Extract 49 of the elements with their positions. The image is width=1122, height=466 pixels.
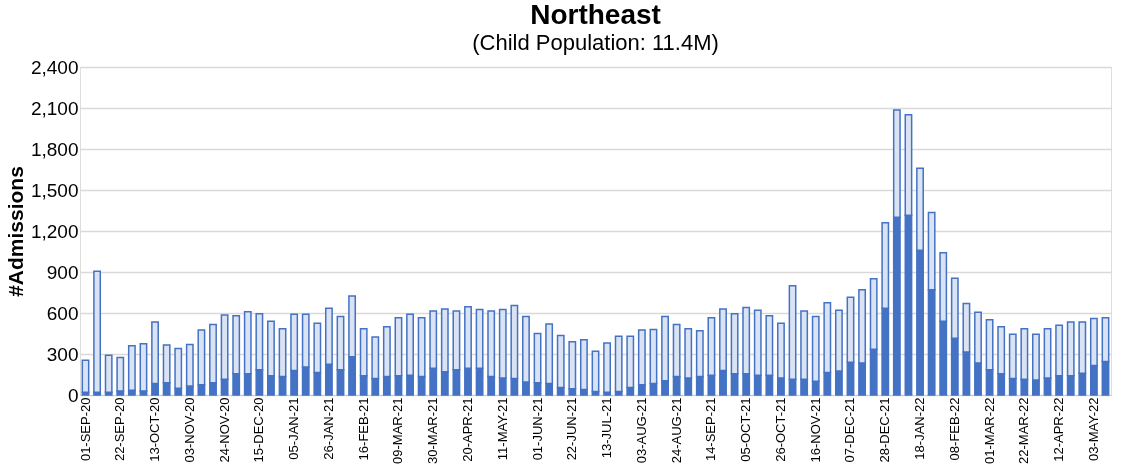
- y-tick-label: 300: [46, 343, 79, 365]
- chart-title: Northeast: [530, 0, 661, 30]
- x-tick-label: 01-JUN-21: [529, 397, 545, 461]
- chart-subtitle: (Child Population: 11.4M): [472, 30, 719, 55]
- y-tick-label: 900: [46, 261, 79, 283]
- x-tick-label: 18-JAN-22: [912, 397, 928, 460]
- x-tick-label: 01-SEP-20: [77, 397, 93, 462]
- bar: [603, 342, 612, 394]
- x-tick-label: 05-OCT-21: [738, 397, 754, 462]
- x-tick-label: 22-MAR-22: [1016, 397, 1032, 464]
- y-axis-title: #Admissions: [3, 166, 27, 297]
- x-tick-label: 07-DEC-21: [842, 397, 858, 463]
- y-tick-label: 600: [46, 302, 79, 324]
- bar: [104, 354, 113, 394]
- x-tick-label: 01-MAR-22: [981, 397, 997, 464]
- bar: [93, 270, 102, 394]
- x-tick-label: 03-NOV-20: [181, 397, 197, 463]
- x-tick-label: 09-MAR-21: [390, 397, 406, 464]
- x-tick-label: 16-NOV-21: [807, 397, 823, 463]
- x-tick-label: 22-SEP-20: [112, 397, 128, 462]
- x-tick-label: 08-FEB-22: [946, 397, 962, 461]
- y-tick-label: 1,800: [30, 138, 79, 160]
- y-tick-label: 2,100: [30, 97, 79, 119]
- x-tick-label: 12-APR-22: [1051, 397, 1067, 462]
- y-tick-label: 1,200: [30, 220, 79, 242]
- x-tick-label: 14-SEP-21: [703, 397, 719, 462]
- x-tick-label: 24-NOV-20: [216, 397, 232, 463]
- x-tick-label: 13-JUL-21: [599, 397, 615, 459]
- x-tick-label: 03-MAY-22: [1085, 397, 1101, 462]
- bar: [139, 343, 148, 392]
- y-tick-label: 2,400: [30, 56, 79, 78]
- x-tick-label: 15-DEC-20: [251, 397, 267, 463]
- x-tick-label: 16-FEB-21: [355, 397, 371, 461]
- x-tick-label: 26-OCT-21: [772, 397, 788, 462]
- x-tick-label: 03-AUG-21: [633, 397, 649, 464]
- y-tick-label: 1,500: [30, 179, 79, 201]
- y-tick-label: 0: [67, 384, 79, 406]
- x-tick-label: 30-MAR-21: [425, 397, 441, 464]
- x-tick-label: 11-MAY-21: [494, 397, 510, 461]
- x-tick-label: 24-AUG-21: [668, 397, 684, 464]
- bar: [81, 359, 90, 394]
- x-tick-label: 22-JUN-21: [564, 397, 580, 461]
- x-tick-label: 13-OCT-20: [147, 397, 163, 462]
- bar: [614, 335, 623, 393]
- bar: [116, 356, 125, 392]
- x-tick-label: 05-JAN-21: [286, 397, 302, 460]
- x-tick-label: 26-JAN-21: [320, 397, 336, 460]
- x-tick-label: 28-DEC-21: [877, 397, 893, 463]
- x-tick-label: 20-APR-21: [460, 397, 475, 462]
